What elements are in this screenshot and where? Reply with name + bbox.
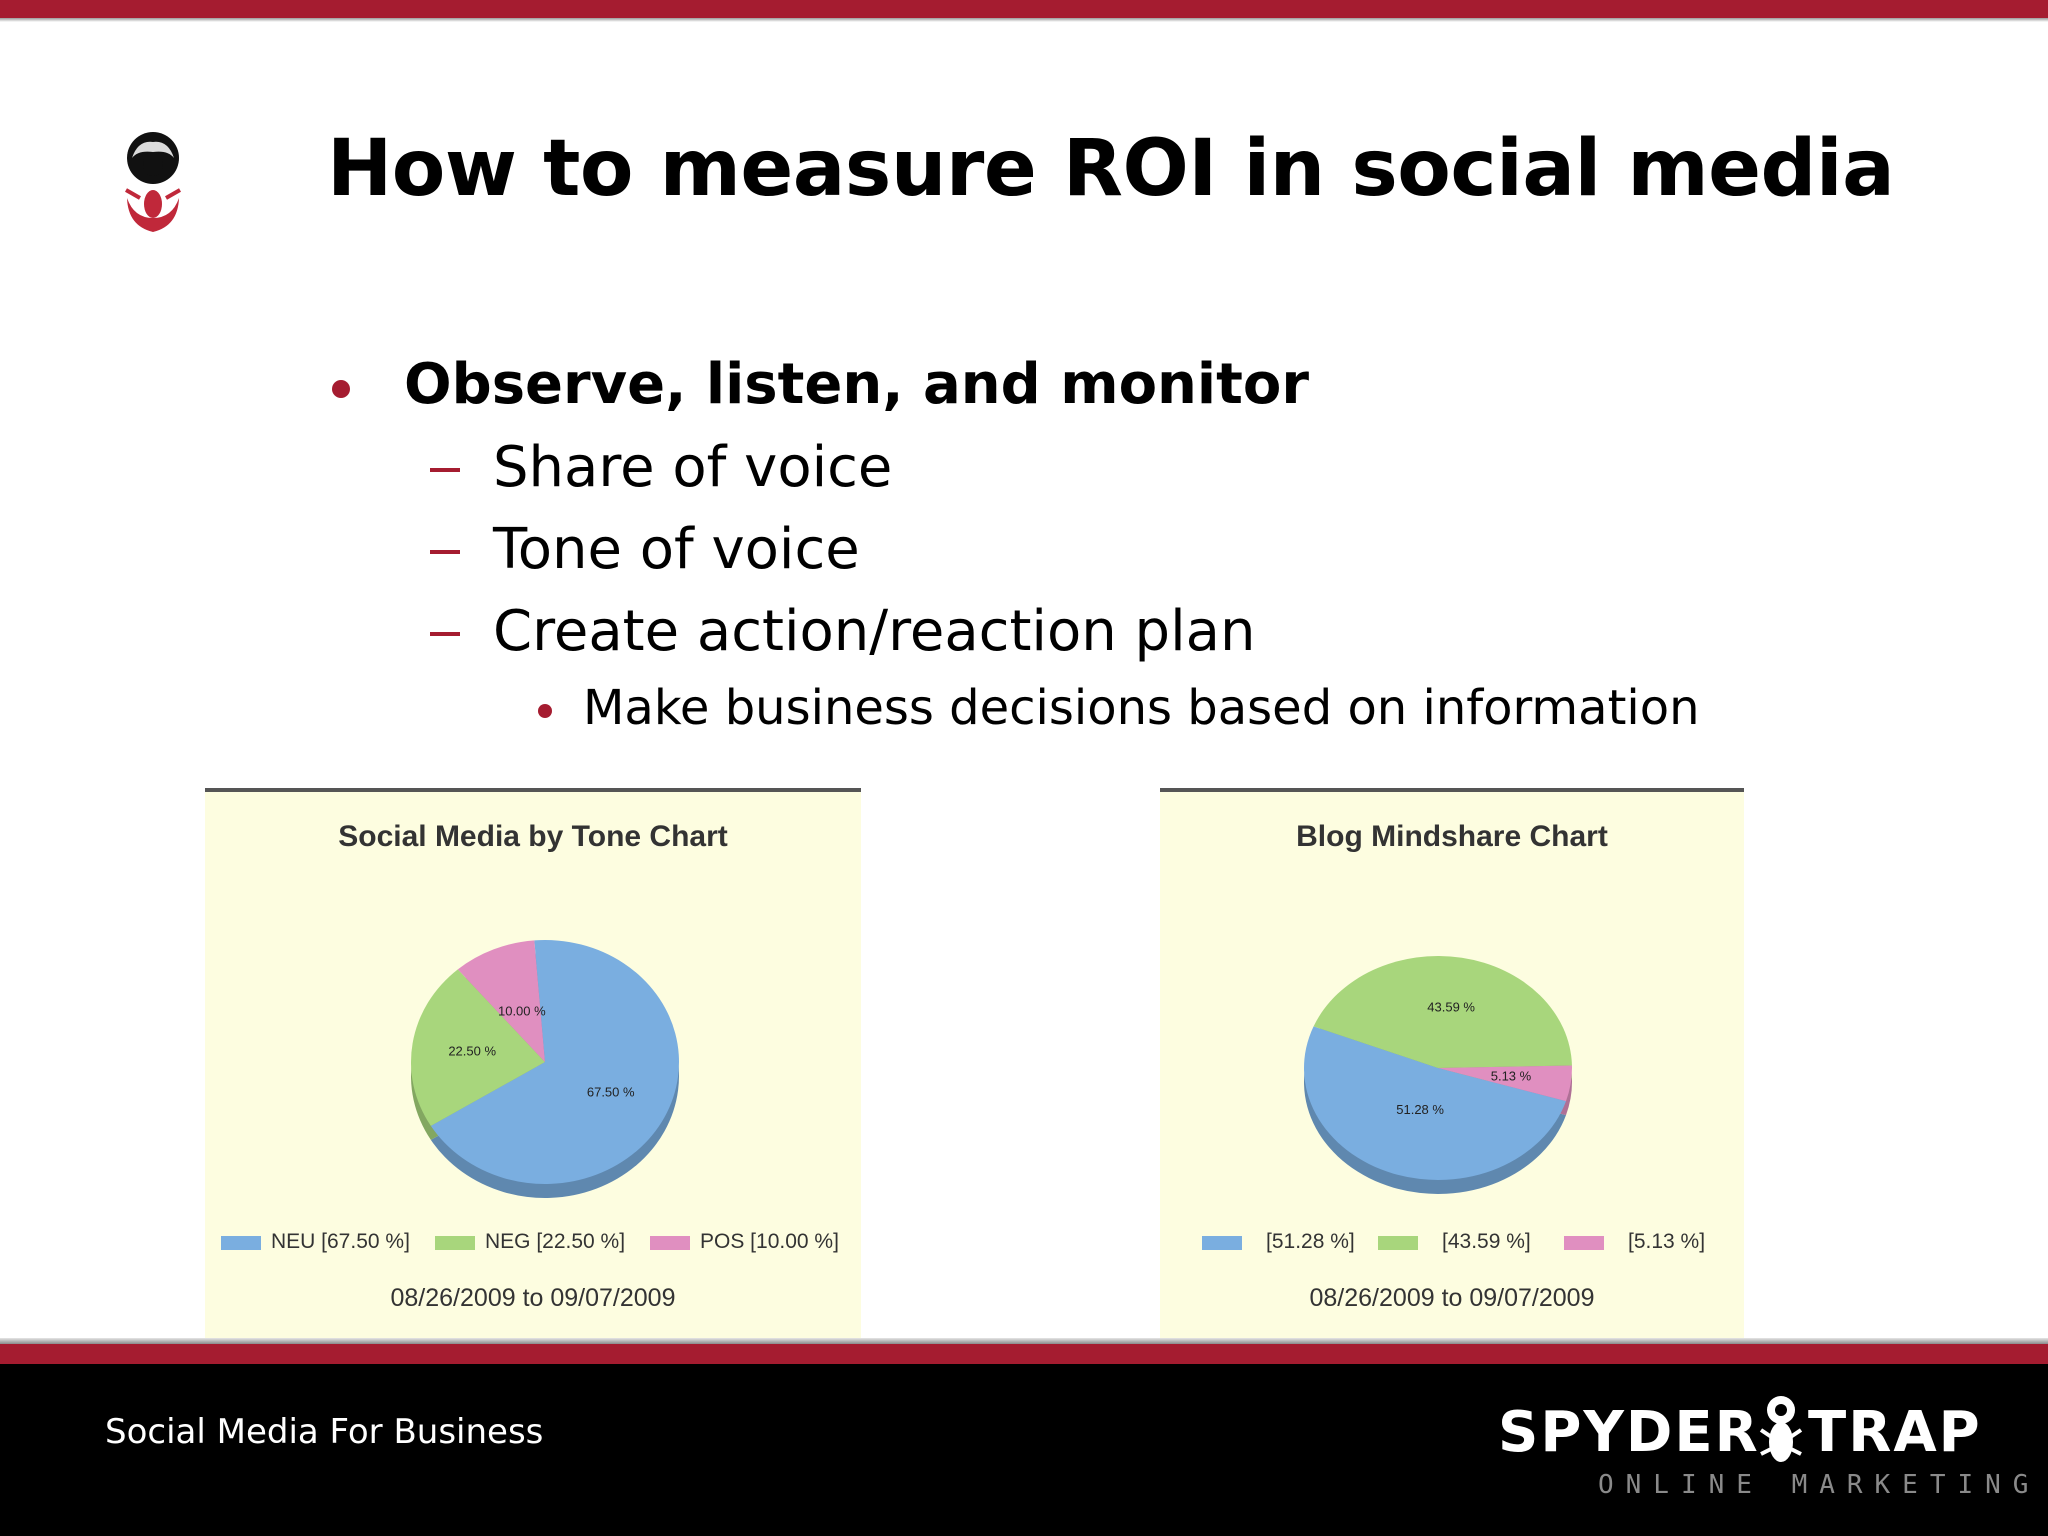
- pie-slice-2: [457, 940, 545, 1062]
- legend-label: NEU [67.50 %]: [271, 1230, 410, 1253]
- top-accent-bar: [0, 0, 2048, 18]
- bullet-marker: [332, 380, 350, 398]
- pie-slice-2: [1438, 1065, 1572, 1102]
- bullet-observe: Observe, listen, and monitor: [404, 352, 1309, 417]
- pie-slice-label: 43.59 %: [1427, 999, 1475, 1014]
- pie-slice-label: 51.28 %: [1396, 1102, 1444, 1117]
- legend-swatch: [435, 1236, 475, 1250]
- footer-accent-bar: [0, 1344, 2048, 1364]
- legend-swatch: [1202, 1236, 1242, 1250]
- legend-label: NEG [22.50 %]: [485, 1230, 626, 1253]
- brand-name-left: SPYDER: [1498, 1400, 1760, 1465]
- legend-label: [51.28 %]: [1266, 1230, 1355, 1253]
- chart-title: Blog Mindshare Chart: [1296, 820, 1608, 853]
- pie-slice-label: 67.50 %: [587, 1084, 635, 1099]
- brand-tagline: ONLINE MARKETING: [1598, 1470, 2041, 1500]
- legend-swatch: [650, 1236, 690, 1250]
- mindshare-pie-svg: 51.28 % 43.59 % 5.13 %: [1304, 956, 1572, 1194]
- sub-bullet-tone-of-voice: Tone of voice: [493, 517, 860, 582]
- chart-date-range: 08/26/2009 to 09/07/2009: [390, 1284, 676, 1312]
- chart-title: Social Media by Tone Chart: [338, 820, 728, 853]
- dash-marker: [430, 550, 460, 554]
- sub-sub-bullet-decisions: Make business decisions based on informa…: [583, 680, 1700, 736]
- sub-bullet-share-of-voice: Share of voice: [493, 435, 893, 500]
- chart-date-range: 08/26/2009 to 09/07/2009: [1309, 1284, 1595, 1312]
- pie-slice-0: [1304, 1026, 1567, 1180]
- pie-slice-1: [1313, 956, 1572, 1068]
- bullet-marker: [538, 704, 552, 718]
- footer-title: Social Media For Business: [105, 1412, 544, 1452]
- dash-marker: [430, 632, 460, 636]
- mindshare-chart: Blog Mindshare Chart 51.28 % 43.59 % 5.13 …: [1160, 788, 1744, 1344]
- spider-logo-icon: [125, 132, 181, 232]
- legend-label: [43.59 %]: [1442, 1230, 1531, 1253]
- slide-title: How to measure ROI in social media: [327, 124, 1895, 214]
- spider-brand-icon: [1759, 1396, 1803, 1462]
- pie-slice-1: [411, 969, 545, 1126]
- pie-slice-label: 22.50 %: [448, 1044, 496, 1059]
- footer-shadow: [0, 1338, 2048, 1344]
- top-bar-shadow: [0, 18, 2048, 22]
- sub-bullet-action-plan: Create action/reaction plan: [493, 599, 1256, 664]
- legend-swatch: [1378, 1236, 1418, 1250]
- legend-swatch: [221, 1236, 261, 1250]
- tone-chart: Social Media by Tone Chart 67.50 % 22.50 …: [205, 788, 861, 1344]
- dash-marker: [430, 468, 460, 472]
- pie-slice-0: [430, 940, 679, 1184]
- legend-swatch: [1564, 1236, 1604, 1250]
- pie-slice-label: 10.00 %: [498, 1003, 546, 1018]
- brand-name-right: TRAP: [1808, 1400, 1982, 1465]
- footer-bar: [0, 1364, 2048, 1536]
- legend-label: POS [10.00 %]: [700, 1230, 839, 1253]
- pie-slice-label: 5.13 %: [1491, 1069, 1532, 1084]
- tone-pie-svg: 67.50 % 22.50 % 10.00 %: [411, 940, 679, 1198]
- legend-label: [5.13 %]: [1628, 1230, 1706, 1253]
